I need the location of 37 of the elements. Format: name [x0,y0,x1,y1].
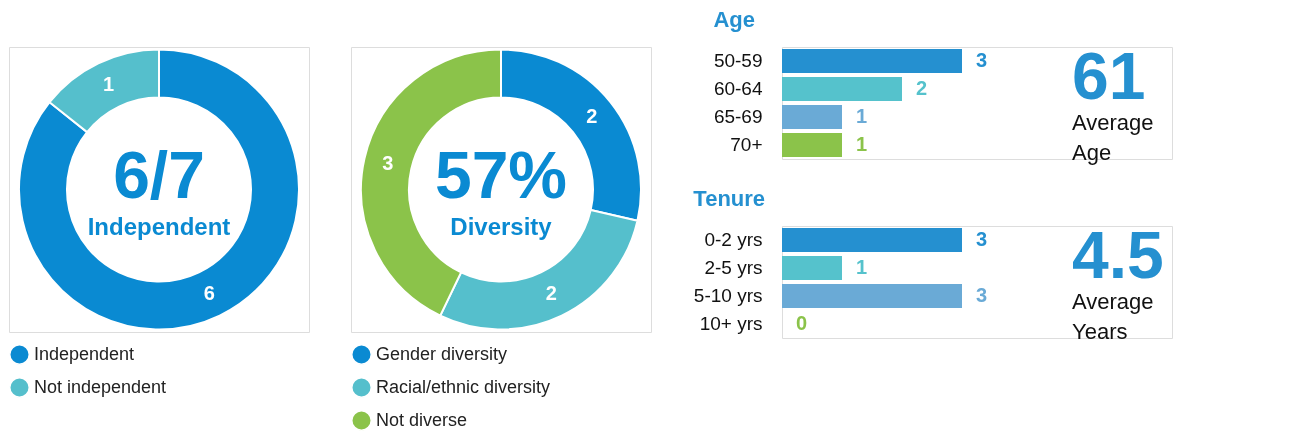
data-label: 6 [203,282,215,305]
legend-label: Racial/ethnic diversity [376,376,551,397]
data-label: 2 [586,105,598,128]
chart-title: Age [713,7,755,32]
y-tick-label: 65-69 [713,106,763,127]
data-label: 1 [856,133,868,155]
data-label: 3 [976,228,988,250]
chart-title: Tenure [693,186,766,211]
legend-label: Not diverse [376,409,468,430]
text: Average Years [1072,289,1154,344]
y-tick-label: 2-5 yrs [704,257,763,278]
y-tick-label: 0-2 yrs [704,229,763,250]
data-label: 3 [382,151,394,174]
y-tick-label: 70+ [730,134,763,155]
text: Independent [87,212,231,240]
text: 57% [434,137,568,212]
legend-label: Gender diversity [376,343,508,364]
text: 6/7 [113,137,205,212]
text: Diversity [450,212,553,240]
text: 4.5 [1072,218,1164,292]
data-label: 1 [856,105,868,127]
y-tick-label: 5-10 yrs [693,285,763,306]
data-label: 2 [916,77,928,99]
legend-label: Independent [34,343,135,364]
donut-slice [18,48,300,331]
y-tick-label: 60-64 [713,78,763,99]
text: 61 [1072,39,1146,113]
data-label: 2 [545,282,557,305]
y-tick-label: 50-59 [713,50,763,71]
data-label: 1 [103,72,115,95]
y-tick-label: 10+ yrs [699,313,763,334]
text: Average Age [1072,110,1154,165]
legend-label: Not independent [34,376,167,397]
data-label: 0 [796,312,808,334]
data-label: 3 [976,284,988,306]
data-label: 3 [976,49,988,71]
data-label: 1 [856,256,868,278]
